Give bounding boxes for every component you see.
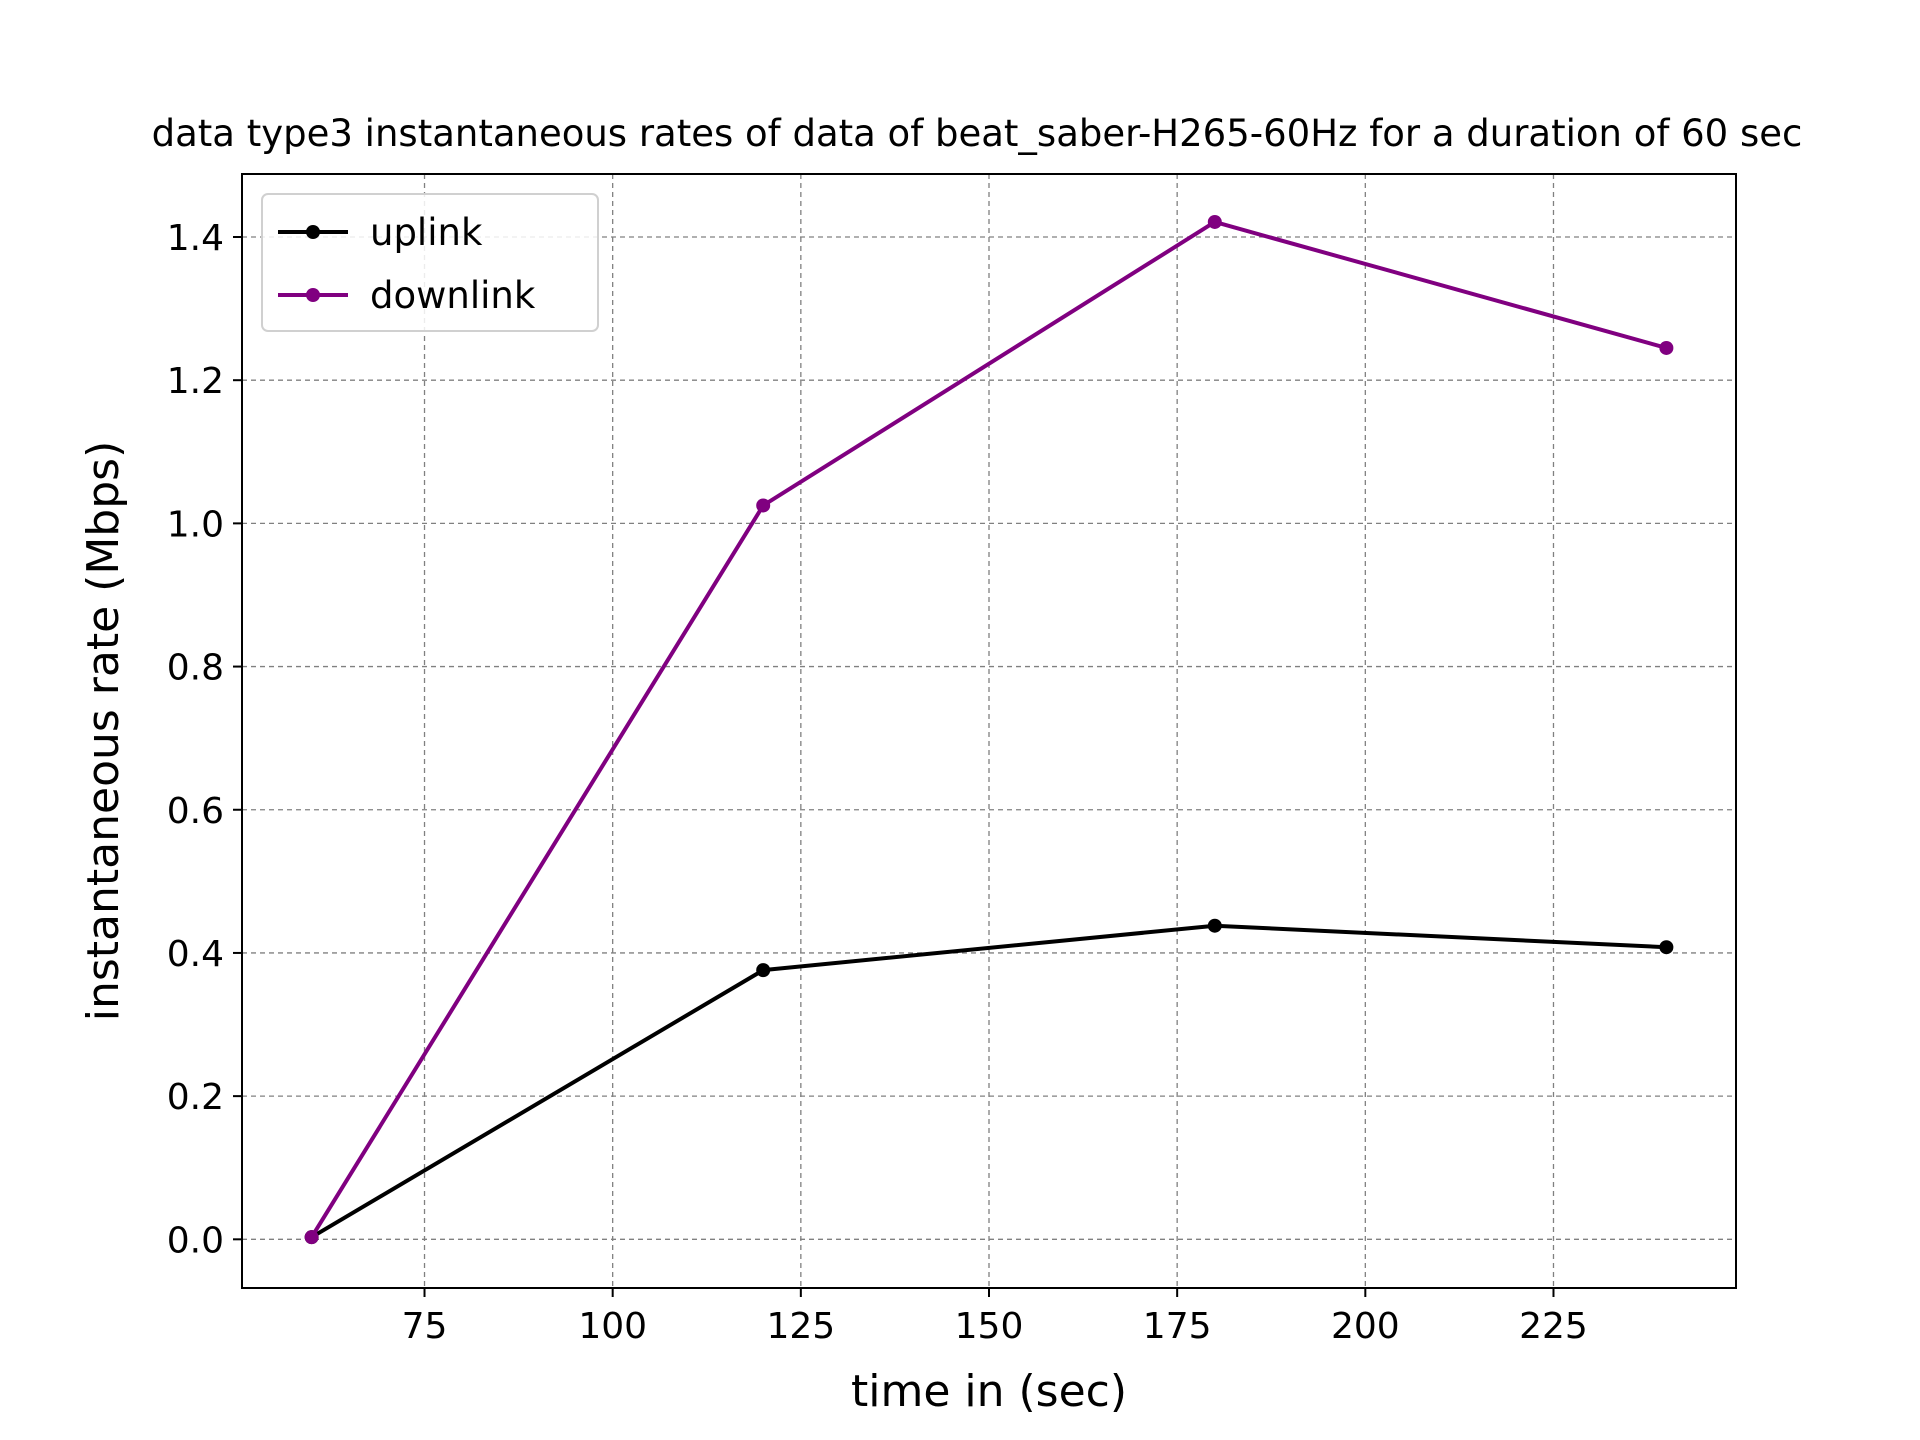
y-tick-label: 0.0 bbox=[167, 1220, 224, 1261]
legend-item-downlink: downlink bbox=[278, 274, 536, 317]
downlink-line bbox=[309, 219, 1667, 1239]
x-tick-label: 200 bbox=[1331, 1306, 1400, 1347]
downlink-point bbox=[304, 1230, 319, 1245]
y-axis-label: instantaneous rate (Mbps) bbox=[78, 441, 129, 1021]
x-axis-label: time in (sec) bbox=[851, 1366, 1127, 1417]
x-tick-label: 75 bbox=[402, 1306, 448, 1347]
downlink-point bbox=[1659, 340, 1674, 355]
legend-marker bbox=[306, 225, 320, 239]
y-tick-label: 0.2 bbox=[167, 1077, 224, 1118]
legend-marker bbox=[306, 288, 320, 302]
y-tick-label: 0.4 bbox=[167, 934, 224, 975]
x-tick-label: 225 bbox=[1519, 1306, 1588, 1347]
downlink-point bbox=[1207, 214, 1222, 229]
y-axis-ticks: 0.0 0.2 0.4 0.6 0.8 1.0 1.2 1.4 bbox=[167, 218, 242, 1261]
series-layer bbox=[304, 214, 1674, 1245]
x-axis-ticks: 75 100 125 150 175 200 225 bbox=[402, 1288, 1588, 1347]
y-tick-label: 1.4 bbox=[167, 218, 224, 259]
y-tick-label: 1.0 bbox=[167, 504, 224, 545]
series-downlink bbox=[304, 214, 1674, 1245]
uplink-point bbox=[756, 963, 771, 978]
y-tick-label: 0.6 bbox=[167, 791, 224, 832]
x-tick-label: 125 bbox=[766, 1306, 835, 1347]
downlink-point bbox=[756, 498, 771, 513]
y-tick-label: 1.2 bbox=[167, 361, 224, 402]
uplink-point bbox=[1207, 918, 1222, 933]
legend-item-uplink: uplink bbox=[278, 211, 483, 254]
chart-title: data type3 instantaneous rates of data o… bbox=[152, 112, 1803, 155]
grid bbox=[242, 174, 1736, 1288]
y-tick-label: 0.8 bbox=[167, 648, 224, 689]
legend-label: downlink bbox=[370, 274, 536, 317]
x-tick-label: 150 bbox=[955, 1306, 1024, 1347]
uplink-point bbox=[1659, 940, 1674, 955]
uplink-line bbox=[310, 923, 1667, 1239]
legend-label: uplink bbox=[370, 211, 483, 254]
x-tick-label: 100 bbox=[578, 1306, 647, 1347]
legend: uplink downlink bbox=[261, 193, 599, 332]
x-tick-label: 175 bbox=[1143, 1306, 1212, 1347]
